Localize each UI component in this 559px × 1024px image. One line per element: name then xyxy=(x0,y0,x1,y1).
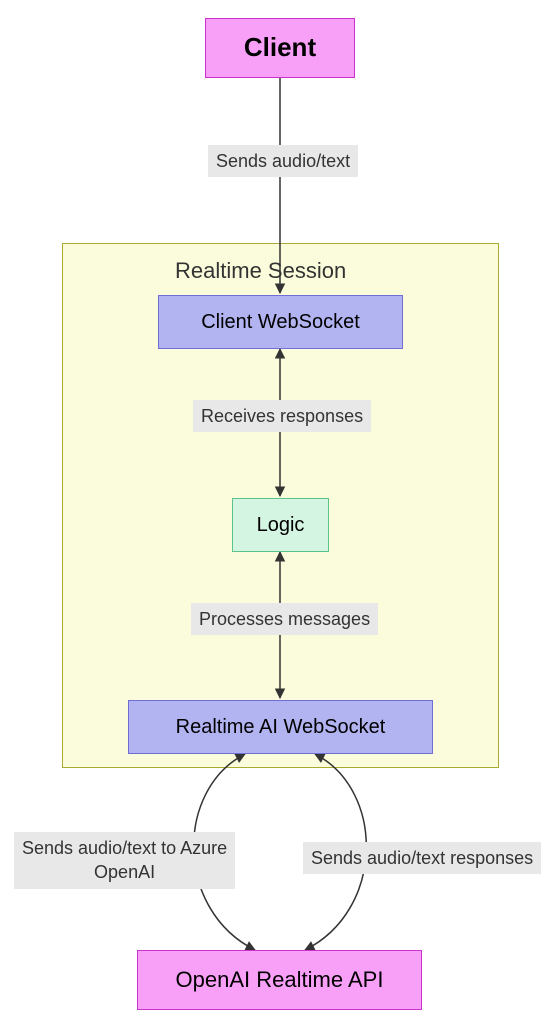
client-websocket-node: Client WebSocket xyxy=(158,295,403,349)
edge-label-processes-messages: Processes messages xyxy=(191,603,378,635)
flowchart: Realtime Session Client Client WebSocket… xyxy=(0,0,559,1024)
realtime-ai-websocket-node: Realtime AI WebSocket xyxy=(128,700,433,754)
logic-node: Logic xyxy=(232,498,329,552)
logic-node-label: Logic xyxy=(257,513,305,537)
edge-label-receives-responses: Receives responses xyxy=(193,400,371,432)
edge-label-sends-audio: Sends audio/text xyxy=(208,145,358,177)
openai-api-node: OpenAI Realtime API xyxy=(137,950,422,1010)
client-websocket-label: Client WebSocket xyxy=(201,310,360,334)
edge-label-sends-responses: Sends audio/text responses xyxy=(303,842,541,874)
realtime-ai-websocket-label: Realtime AI WebSocket xyxy=(176,715,386,739)
client-node-label: Client xyxy=(244,32,316,63)
edge-label-sends-to-azure: Sends audio/text to Azure OpenAI xyxy=(14,832,235,889)
openai-api-label: OpenAI Realtime API xyxy=(176,967,384,993)
session-group-title: Realtime Session xyxy=(175,258,346,284)
client-node: Client xyxy=(205,18,355,78)
